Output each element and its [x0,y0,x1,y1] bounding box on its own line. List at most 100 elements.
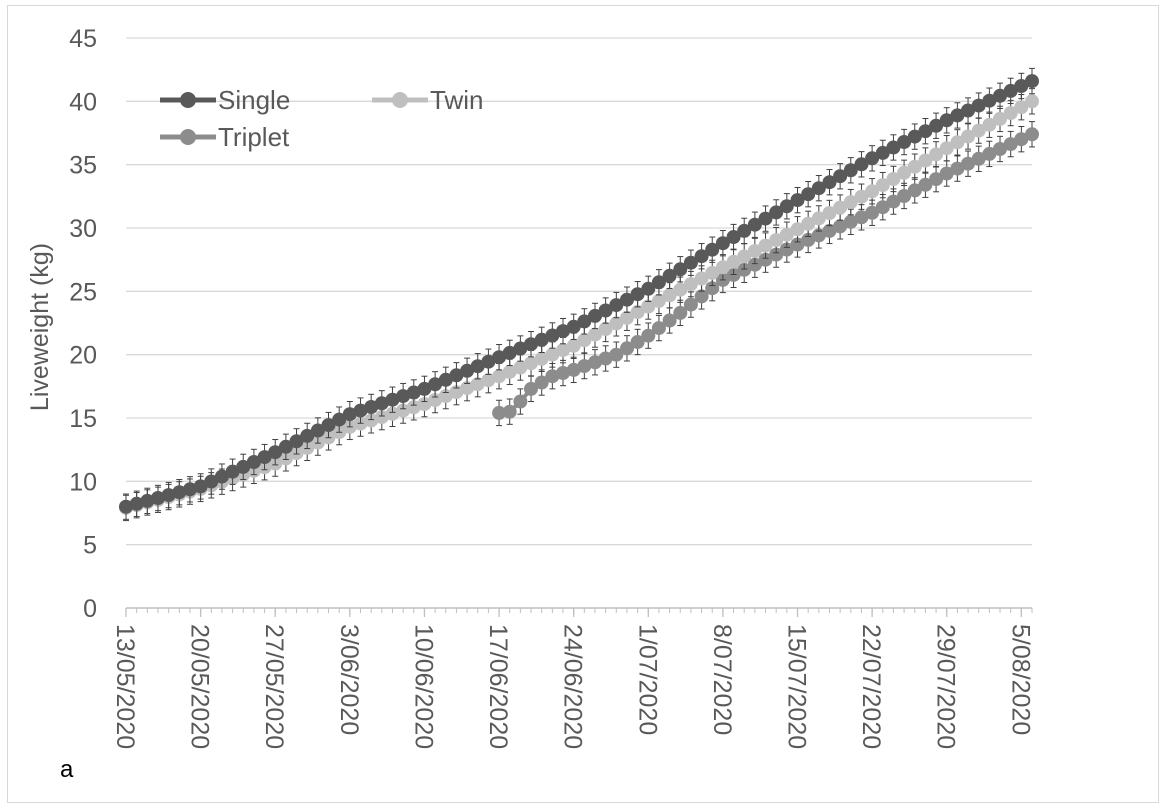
data-point-single [428,377,443,392]
data-point-single [545,328,560,343]
legend-item-single: Single [160,85,290,115]
data-point-single [651,275,666,290]
data-point-single [556,324,570,339]
x-tick-label-10: 22/07/2020 [857,624,885,749]
data-point-triplet [811,228,826,243]
data-point-single [193,479,208,494]
data-point-single [246,455,261,469]
data-point-single [769,205,784,220]
data-point-twin [651,293,666,308]
data-point-triplet [843,214,858,229]
data-point-single [865,151,880,166]
data-point-single [918,124,933,139]
data-point-single [609,298,624,313]
data-point-single [183,482,197,497]
legend-label-twin: Twin [430,85,483,115]
x-tick-label-0: 13/05/2020 [111,624,139,749]
data-point-single [438,372,453,387]
data-point-single [715,236,730,251]
x-tick-label-9: 15/07/2020 [783,624,811,749]
data-point-single [929,118,944,133]
data-point-single [353,403,368,418]
data-point-twin [513,360,528,375]
data-point-triplet [982,146,997,161]
x-tick-label-3: 3/06/2020 [335,624,363,735]
data-point-triplet [620,341,634,356]
data-point-twin [715,260,730,275]
data-point-twin [598,322,613,336]
series-triplet [492,121,1039,427]
data-point-single [673,262,688,277]
data-point-single [588,308,602,323]
data-point-single [342,407,357,422]
data-point-twin [918,153,933,168]
data-point-single [950,108,965,123]
data-point-twin [790,222,805,237]
data-point-twin [502,364,517,379]
data-point-triplet [993,142,1007,156]
y-tick-label-15: 15 [69,405,97,433]
data-point-triplet [790,237,805,252]
data-point-single [140,493,155,508]
data-point-twin [481,373,496,388]
data-point-twin [726,254,741,269]
data-point-single [385,392,400,407]
data-point-triplet [929,172,944,187]
legend-item-triplet: Triplet [160,122,290,152]
data-point-twin [865,184,880,199]
data-point-single [481,354,496,369]
data-point-twin [492,369,507,384]
data-point-single [396,389,411,404]
data-point-twin [609,316,624,331]
gridlines [126,37,1032,546]
data-point-twin [833,200,848,215]
data-point-triplet [556,366,570,380]
data-point-single [204,474,219,489]
data-point-twin [364,413,379,428]
data-point-twin [673,282,688,297]
data-point-twin [374,410,389,425]
data-point-triplet [1014,132,1029,147]
x-tick-label-7: 1/07/2020 [633,624,661,735]
x-tick-label-4: 10/06/2020 [409,624,437,749]
data-point-single [939,113,954,128]
data-point-triplet [673,305,688,320]
data-point-single [758,211,773,226]
data-point-single [683,255,698,270]
data-point-twin [822,206,837,220]
x-tick-label-1: 20/05/2020 [186,624,214,749]
legend-swatch-marker-single [180,92,196,108]
data-point-single [854,157,869,172]
data-point-triplet [758,252,773,267]
data-point-triplet [918,177,933,192]
data-point-twin [620,310,634,325]
data-point-single [790,193,805,208]
y-tick-label-10: 10 [69,468,97,496]
data-point-twin [694,271,709,286]
data-point-twin [971,123,986,138]
data-point-twin [747,244,762,258]
legend-label-triplet: Triplet [218,122,290,152]
data-point-twin [758,238,773,253]
data-point-triplet [502,404,517,419]
series-layer [119,67,1039,522]
data-point-twin [577,333,592,348]
data-point-single [630,287,645,302]
data-point-twin [907,159,922,174]
data-point-twin [662,288,677,303]
data-point-single [705,242,720,257]
data-point-twin [854,189,869,204]
data-point-single [886,140,901,155]
legend-swatch-marker-triplet [180,129,196,145]
data-point-single [566,319,581,334]
data-point-twin [1025,94,1039,109]
data-point-triplet [886,194,901,209]
data-point-single [257,450,272,465]
data-point-triplet [630,335,645,349]
data-point-single [364,400,379,414]
data-point-single [460,363,475,378]
data-point-single [417,381,432,396]
data-point-twin [939,141,954,156]
data-point-single [524,337,538,352]
data-point-triplet [865,205,880,220]
